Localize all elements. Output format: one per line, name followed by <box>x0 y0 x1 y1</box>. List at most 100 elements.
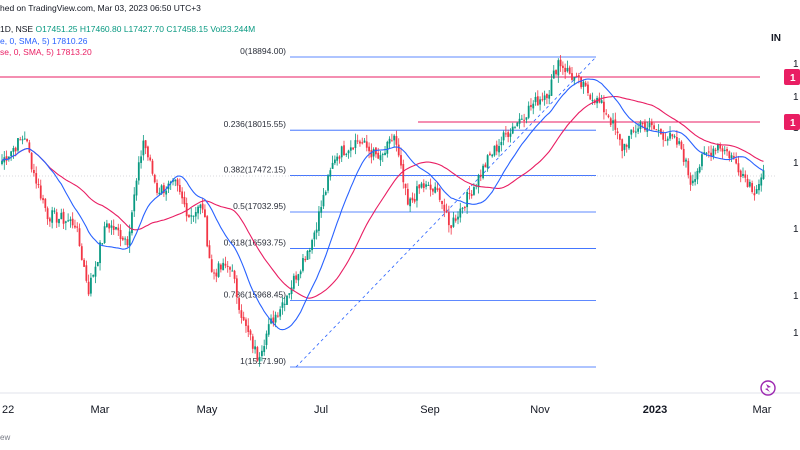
candle-body <box>441 200 443 204</box>
candle-body <box>324 191 327 195</box>
candle-body <box>584 82 587 86</box>
candle-body <box>76 226 79 228</box>
candle-body <box>62 211 65 224</box>
candle-body <box>746 178 749 188</box>
candle-body <box>94 266 97 277</box>
candle-body <box>80 246 83 260</box>
candle-body <box>723 149 726 151</box>
candle-body <box>363 140 366 143</box>
candle-body <box>614 119 617 130</box>
candle-body <box>477 175 480 188</box>
candle-body <box>279 309 282 317</box>
candle-body <box>292 275 295 289</box>
candle-body <box>384 152 386 155</box>
candle-body <box>153 174 156 183</box>
candle-body <box>176 179 179 186</box>
candle-body <box>99 242 101 264</box>
candlesticks <box>1 55 765 367</box>
candle-body <box>192 215 195 217</box>
candle-body <box>74 225 76 228</box>
moving-average-fast <box>1 78 764 331</box>
candle-body <box>509 133 512 137</box>
candle-body <box>33 169 35 174</box>
candle-body <box>44 198 47 208</box>
candle-body <box>388 138 391 144</box>
candle-body <box>21 139 24 141</box>
candle-body <box>753 193 756 196</box>
candle-body <box>548 94 551 99</box>
candle-body <box>5 156 8 161</box>
candle-body <box>283 303 286 305</box>
header-ma-fast: e, 0, SMA, 5) 17810.26 <box>0 36 87 47</box>
candle-body <box>69 219 72 221</box>
candle-body <box>242 316 245 321</box>
candle-body <box>573 77 576 81</box>
candle-body <box>140 156 142 163</box>
candle-body <box>507 132 510 137</box>
candle-body <box>108 223 111 229</box>
candle-body <box>489 153 491 156</box>
x-axis-label: Mar <box>91 404 110 416</box>
candle-body <box>190 215 193 217</box>
candle-body <box>245 319 247 326</box>
candle-body <box>258 356 261 362</box>
candle-body <box>340 146 343 158</box>
candle-body <box>550 79 553 96</box>
candle-body <box>644 122 646 131</box>
candle-body <box>511 126 514 134</box>
candle-body <box>655 129 658 131</box>
fib-label-0.5: 0.5(17032.95) <box>233 201 286 211</box>
price-axis-label: 1 <box>793 158 799 169</box>
header-ohlc-line: 1D, NSE O17451.25 H17460.80 L17427.70 C1… <box>0 24 255 35</box>
candle-body <box>436 188 439 190</box>
candle-body <box>571 73 573 80</box>
candle-body <box>432 188 434 192</box>
candle-body <box>657 129 660 131</box>
candle-body <box>687 160 690 176</box>
candle-body <box>299 271 302 275</box>
candle-body <box>381 154 384 156</box>
candle-body <box>249 330 252 335</box>
price-axis-label: 1 <box>793 92 799 103</box>
candle-body <box>231 270 234 272</box>
candle-body <box>233 270 236 279</box>
candle-body <box>760 177 763 186</box>
candle-body <box>525 117 528 120</box>
tradingview-logo-icon[interactable] <box>760 380 776 396</box>
candle-body <box>247 325 250 332</box>
candle-body <box>400 155 402 166</box>
candle-body <box>393 135 396 141</box>
candle-body <box>703 152 706 155</box>
candle-body <box>463 206 466 209</box>
candle-body <box>758 183 760 191</box>
candle-body <box>313 232 316 240</box>
price-axis-label: 1 <box>793 291 799 302</box>
candle-body <box>546 94 548 99</box>
candle-body <box>637 128 640 132</box>
candle-body <box>443 204 446 212</box>
candle-body <box>336 156 339 161</box>
candle-body <box>434 186 437 193</box>
candle-body <box>539 99 541 105</box>
candle-body <box>42 198 44 201</box>
candle-body <box>315 229 318 233</box>
candle-body <box>263 346 266 353</box>
header-ohlc-values: O17451.25 H17460.80 L17427.70 C17458.15 … <box>35 24 256 34</box>
candle-body <box>395 136 398 145</box>
candle-body <box>671 134 674 137</box>
candle-body <box>46 208 49 220</box>
candle-body <box>701 154 703 167</box>
candle-body <box>1 160 3 165</box>
candle-body <box>413 199 416 202</box>
candle-body <box>126 239 129 246</box>
fib-label-0.236: 0.236(18015.55) <box>224 119 287 129</box>
candle-body <box>274 314 277 323</box>
candle-body <box>272 317 275 324</box>
candle-body <box>30 152 33 170</box>
candle-body <box>58 218 60 224</box>
candle-body <box>160 185 163 195</box>
candle-body <box>188 214 190 218</box>
candle-body <box>60 212 63 220</box>
candle-body <box>484 164 487 168</box>
